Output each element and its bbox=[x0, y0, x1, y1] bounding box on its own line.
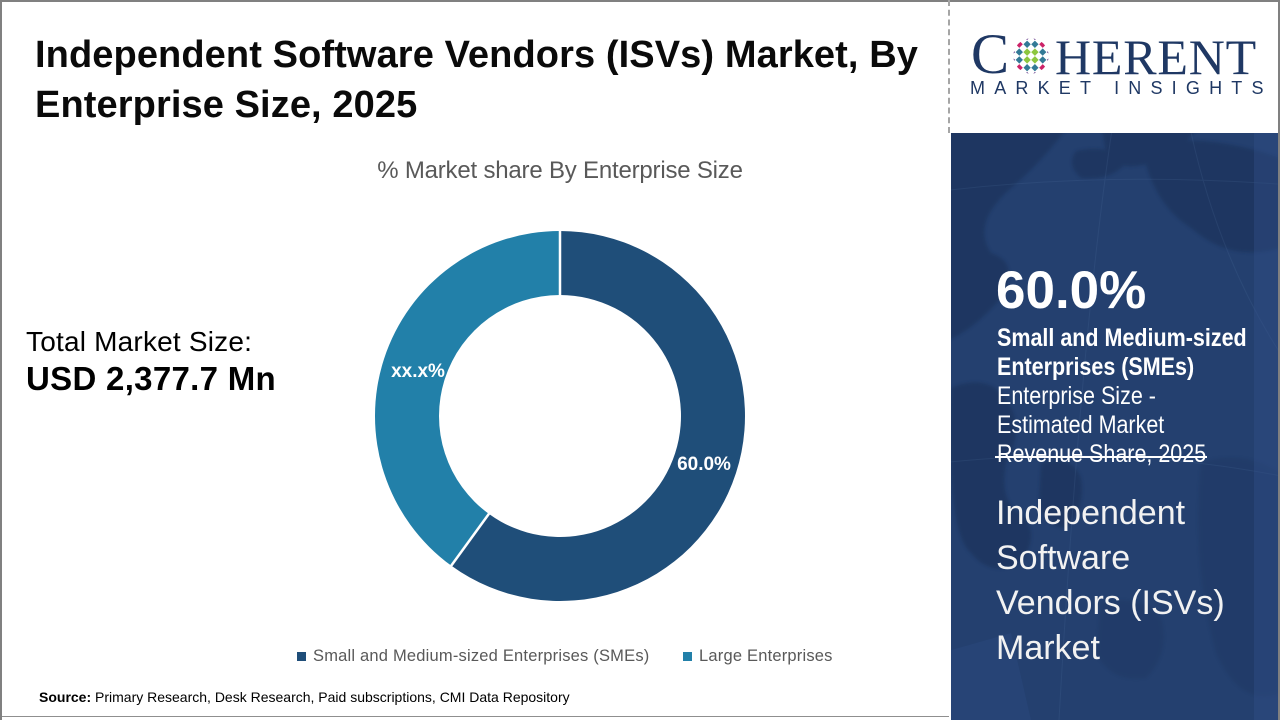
svg-text:60.0%: 60.0% bbox=[677, 454, 731, 475]
svg-text:xx.x%: xx.x% bbox=[391, 361, 445, 382]
